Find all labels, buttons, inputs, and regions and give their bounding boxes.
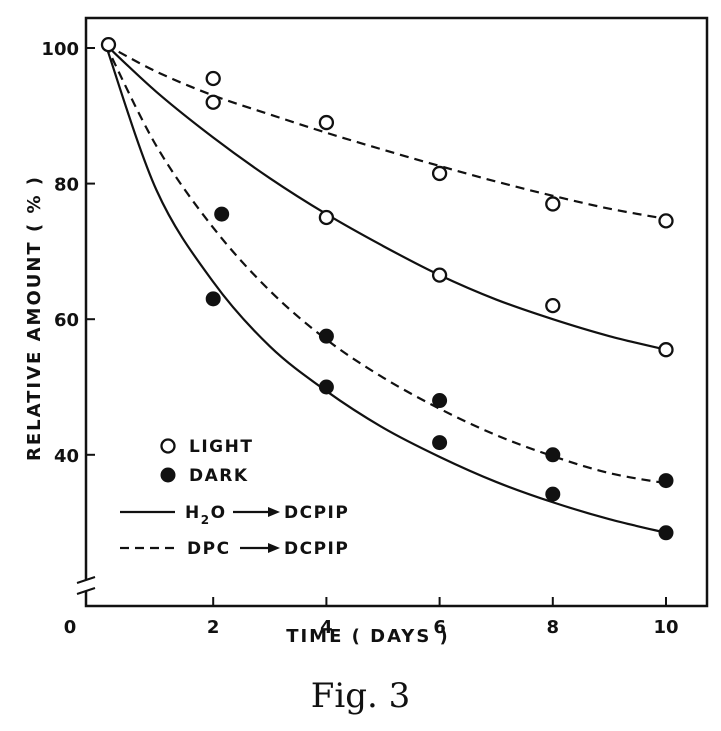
series-curves (104, 43, 667, 534)
x-tick-label: 10 (653, 617, 678, 638)
series-curve-dark-solid (104, 44, 667, 534)
figure-caption: Fig. 3 (310, 676, 411, 716)
x-tick-label: 8 (547, 617, 560, 638)
plot-frame (84, 16, 709, 608)
data-point-open (100, 36, 117, 53)
y-tick-label: 80 (54, 175, 79, 196)
legend-label-part: H (185, 503, 201, 523)
axis-break-gap (80, 580, 92, 591)
y-tick-label: 40 (54, 446, 79, 467)
data-point-open (318, 209, 335, 226)
data-point-filled (205, 291, 221, 307)
x-tick-label: 0 (64, 617, 77, 638)
legend-label-part: DPC (187, 539, 231, 559)
series-curve-light-solid (104, 43, 667, 351)
plot-area (76, 16, 709, 608)
legend-label-part: O (211, 503, 227, 523)
legend-light-label: LIGHT (189, 437, 253, 457)
data-point-open (545, 196, 561, 212)
series-curve-dark-dashed (104, 44, 667, 485)
legend-dark-marker (160, 467, 176, 483)
axis-labels: TIME ( DAYS ) RELATIVE AMOUNT ( % ) (24, 175, 450, 647)
axis-ticks: 0 2 4 6 8 10 40 60 80 100 (41, 39, 678, 638)
legend-light-marker (160, 438, 176, 454)
legend-dark-label: DARK (189, 466, 249, 486)
x-axis-label: TIME ( DAYS ) (286, 626, 450, 647)
y-axis-label: RELATIVE AMOUNT ( % ) (24, 175, 45, 461)
data-point-open (658, 342, 674, 358)
axis-break-mark (76, 576, 96, 584)
legend: LIGHT DARK H2O DCPIP DPC DCPIP (120, 437, 349, 559)
legend-arrow-target: DCPIP (284, 539, 349, 559)
data-point-open (545, 297, 561, 314)
data-point-open (431, 267, 448, 283)
data-point-filled (318, 328, 334, 344)
data-point-open (431, 165, 448, 182)
data-point-filled (432, 393, 448, 409)
data-points (100, 36, 674, 541)
x-tick-label: 6 (433, 617, 446, 638)
legend-label-subscript: 2 (201, 513, 211, 527)
legend-line-label: H2O (185, 503, 227, 527)
legend-arrow-head (268, 543, 280, 553)
y-tick-label: 60 (54, 310, 79, 331)
data-point-filled (658, 525, 674, 541)
legend-line-label: DPC (187, 539, 231, 559)
data-point-open (205, 70, 221, 87)
data-point-open (205, 94, 221, 110)
y-tick-label: 100 (41, 39, 79, 60)
series-curve-light-dashed (105, 43, 667, 220)
data-point-filled (658, 473, 674, 489)
data-point-filled (432, 435, 448, 451)
axis-break-mark (76, 587, 96, 595)
data-point-filled (214, 206, 230, 222)
legend-arrow-head (268, 507, 280, 517)
data-point-filled (545, 447, 561, 463)
data-point-filled (545, 486, 561, 502)
data-point-open (658, 213, 674, 229)
x-tick-label: 4 (320, 617, 333, 638)
x-tick-label: 2 (207, 617, 220, 638)
data-point-filled (318, 379, 334, 395)
data-point-open (318, 114, 335, 131)
legend-arrow-target: DCPIP (284, 503, 349, 523)
